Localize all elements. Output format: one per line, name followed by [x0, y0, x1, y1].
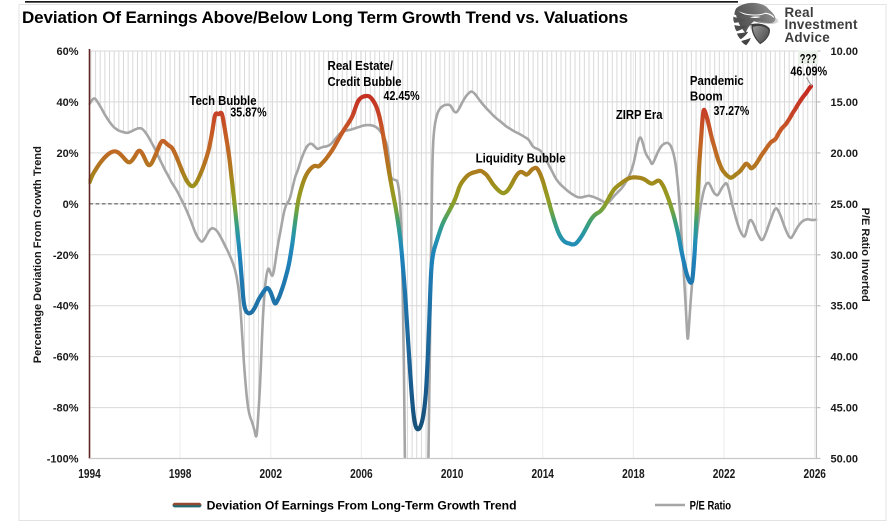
svg-text:-40%: -40% — [53, 301, 79, 313]
svg-text:Percentage Deviation From Grow: Percentage Deviation From Growth Trend — [32, 146, 44, 363]
svg-text:P/E Ratio: P/E Ratio — [690, 498, 732, 512]
svg-text:Deviation Of Earnings From Lon: Deviation Of Earnings From Long-Term Gro… — [207, 498, 517, 512]
svg-text:20.00: 20.00 — [831, 148, 859, 160]
svg-text:42.45%: 42.45% — [384, 89, 420, 103]
svg-text:-20%: -20% — [53, 250, 79, 262]
svg-text:2018: 2018 — [622, 467, 645, 481]
svg-text:Credit Bubble: Credit Bubble — [328, 75, 402, 89]
svg-text:-100%: -100% — [47, 454, 79, 466]
svg-text:15.00: 15.00 — [831, 97, 859, 109]
svg-text:P/E Ratio Inverted: P/E Ratio Inverted — [859, 208, 871, 302]
svg-text:2002: 2002 — [260, 467, 283, 481]
svg-text:Pandemic: Pandemic — [690, 74, 744, 88]
svg-text:2010: 2010 — [441, 467, 464, 481]
svg-text:2006: 2006 — [350, 467, 373, 481]
svg-text:1998: 1998 — [169, 467, 192, 481]
svg-text:25.00: 25.00 — [831, 199, 859, 211]
svg-text:40.00: 40.00 — [831, 352, 859, 364]
svg-text:60%: 60% — [56, 46, 78, 58]
svg-text:2026: 2026 — [803, 467, 826, 481]
svg-text:2022: 2022 — [713, 467, 736, 481]
svg-text:Real Estate/: Real Estate/ — [328, 59, 394, 73]
svg-text:1994: 1994 — [78, 467, 101, 481]
svg-text:35.00: 35.00 — [831, 301, 859, 313]
svg-text:35.87%: 35.87% — [230, 106, 266, 120]
svg-text:???: ??? — [800, 52, 817, 66]
svg-text:-60%: -60% — [53, 352, 79, 364]
svg-text:45.00: 45.00 — [831, 403, 859, 415]
svg-text:30.00: 30.00 — [831, 250, 859, 262]
svg-text:Liquidity Bubble: Liquidity Bubble — [476, 152, 566, 166]
svg-text:-80%: -80% — [53, 403, 79, 415]
svg-text:20%: 20% — [56, 148, 78, 160]
svg-text:40%: 40% — [56, 97, 78, 109]
svg-text:ZIRP Era: ZIRP Era — [616, 108, 664, 122]
svg-text:37.27%: 37.27% — [713, 104, 749, 118]
svg-text:Boom: Boom — [690, 90, 723, 104]
svg-text:2014: 2014 — [531, 467, 554, 481]
svg-text:46.09%: 46.09% — [790, 65, 827, 79]
svg-text:10.00: 10.00 — [831, 46, 859, 58]
svg-text:50.00: 50.00 — [831, 454, 859, 466]
svg-text:0%: 0% — [63, 199, 79, 211]
svg-text:Tech Bubble: Tech Bubble — [190, 94, 257, 108]
